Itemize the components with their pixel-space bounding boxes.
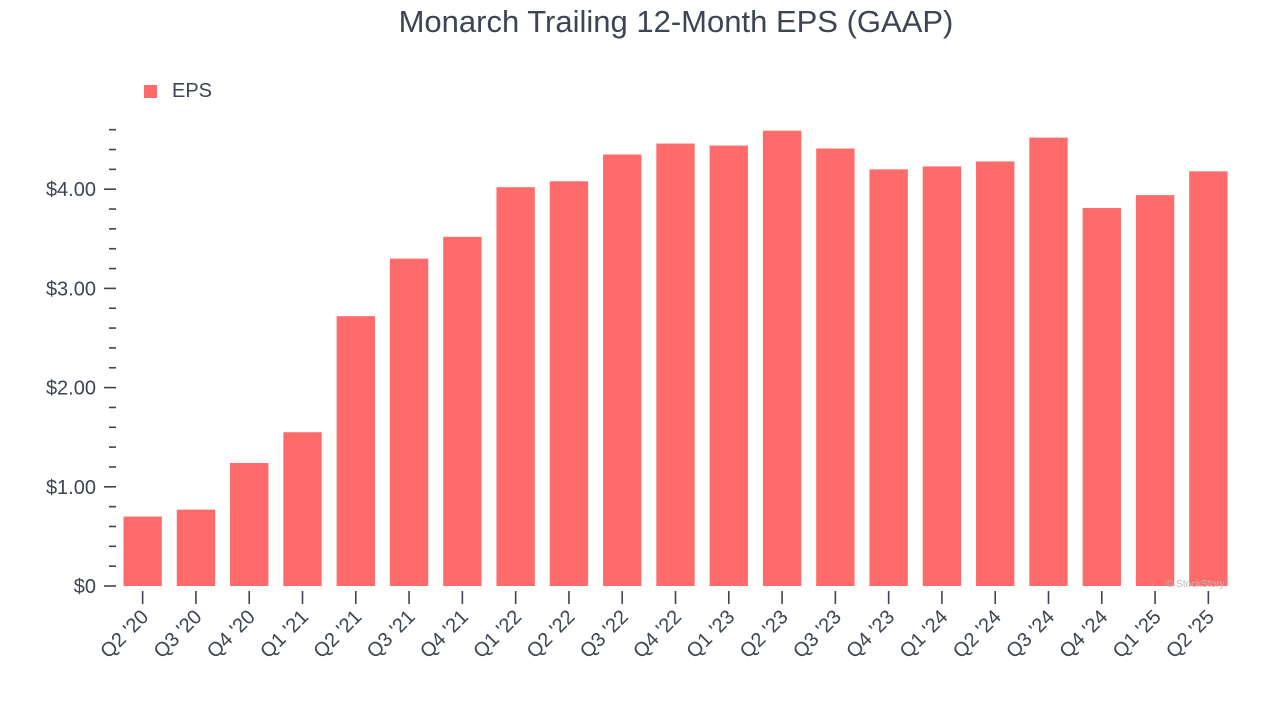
x-tick-label: Q2 '24 [949,606,1006,663]
bar-q1-21 [283,432,322,586]
x-tick-label: Q4 '24 [1056,606,1113,663]
bar-q3-23 [816,148,855,586]
x-tick-label: Q3 '24 [1002,606,1059,663]
bar-q1-22 [496,187,535,586]
x-tick-label: Q1 '25 [1109,606,1166,663]
bar-q1-24 [922,166,962,586]
bar-q4-22 [656,143,695,586]
x-tick-label: Q1 '24 [896,606,953,663]
x-tick-label: Q3 '20 [150,606,207,663]
y-tick-label: $0 [74,576,96,598]
bar-q3-24 [1029,137,1068,586]
y-tick-label: $4.00 [46,179,96,201]
y-tick-label: $3.00 [46,278,96,300]
x-tick-label: Q3 '23 [789,606,846,663]
bar-q4-21 [443,236,482,587]
bar-q4-23 [869,169,908,587]
x-tick-label: Q4 '21 [416,606,473,663]
x-tick-label: Q3 '21 [363,606,420,663]
x-tick-label: Q4 '23 [842,606,899,663]
y-tick-label: $1.00 [46,477,96,499]
y-tick-label: $2.00 [46,378,96,400]
bar-q3-20 [176,509,216,586]
x-tick-label: Q4 '20 [203,606,260,663]
x-tick-label: Q2 '20 [96,606,153,663]
x-tick-label: Q1 '23 [683,606,740,663]
legend: EPS [144,80,212,103]
y-axis: $0 $1.00 $2.00 $3.00 $4.00 [46,128,116,598]
legend-label-eps: EPS [172,80,213,102]
x-tick-label: Q1 '21 [256,606,313,663]
bar-q1-23 [709,145,748,586]
bar-q2-21 [336,316,375,586]
bar-series-eps [123,130,1228,587]
bar-q1-25 [1135,195,1175,587]
bar-q2-22 [549,181,589,587]
bar-q2-24 [976,161,1015,586]
watermark: © StockStory [1166,579,1225,590]
x-tick-label: Q2 '23 [736,606,793,663]
bar-q4-24 [1082,208,1121,586]
x-tick-label: Q2 '22 [523,606,580,663]
x-tick-label: Q2 '25 [1162,606,1219,663]
legend-swatch-eps [144,85,157,98]
x-tick-label: Q4 '22 [629,606,686,663]
chart-title: Monarch Trailing 12-Month EPS (GAAP) [398,4,954,39]
bar-q4-20 [230,462,269,586]
bar-q2-25 [1189,171,1228,586]
x-tick-label: Q2 '21 [310,606,367,663]
x-tick-label: Q1 '22 [469,606,526,663]
bar-q2-20 [123,516,162,586]
bar-q2-23 [762,130,802,586]
bar-q3-21 [389,258,429,586]
bar-q3-22 [603,154,642,587]
x-tick-label: Q3 '22 [576,606,633,663]
